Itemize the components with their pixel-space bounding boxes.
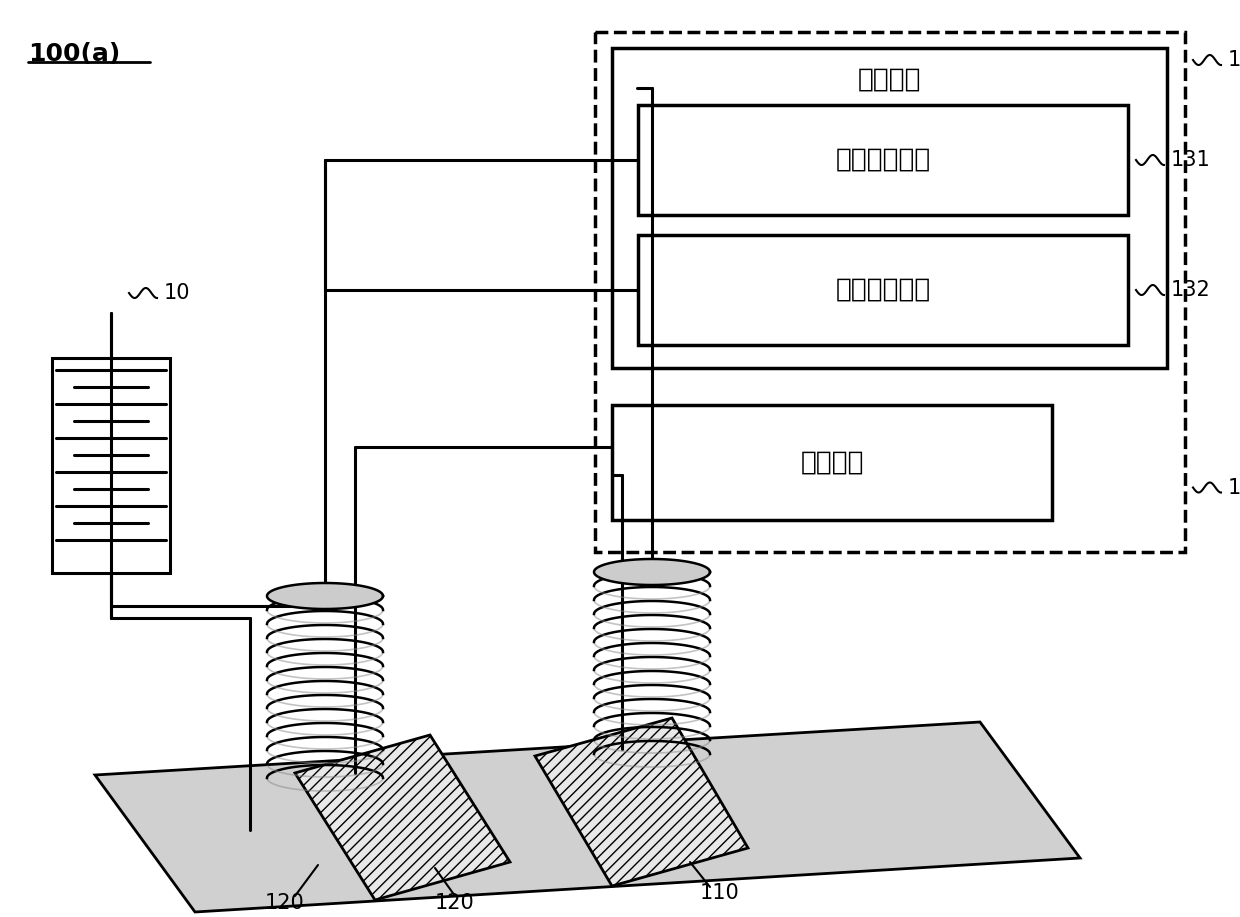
Bar bbox=[52, 358, 170, 573]
Bar bbox=[639, 105, 1128, 215]
Text: 120: 120 bbox=[435, 893, 475, 913]
Text: 110: 110 bbox=[701, 883, 740, 903]
Polygon shape bbox=[267, 583, 383, 609]
Text: 131: 131 bbox=[1171, 150, 1210, 170]
Text: 130: 130 bbox=[1228, 50, 1240, 70]
Text: 测量单元: 测量单元 bbox=[858, 67, 921, 93]
Text: 132: 132 bbox=[1171, 280, 1210, 300]
Polygon shape bbox=[594, 559, 711, 585]
Text: 150: 150 bbox=[1228, 478, 1240, 498]
Polygon shape bbox=[534, 718, 748, 886]
Bar bbox=[613, 405, 1052, 520]
Text: 测量单元: 测量单元 bbox=[800, 449, 864, 476]
Polygon shape bbox=[95, 722, 1080, 912]
Polygon shape bbox=[295, 735, 510, 900]
Text: 120: 120 bbox=[265, 893, 305, 913]
Text: 电压放大单元: 电压放大单元 bbox=[836, 147, 931, 173]
Text: 电流计算单元: 电流计算单元 bbox=[836, 277, 931, 303]
Bar bbox=[613, 48, 1167, 368]
Text: 100(a): 100(a) bbox=[29, 42, 120, 66]
Bar bbox=[639, 235, 1128, 345]
Bar bbox=[595, 32, 1185, 552]
Text: 10: 10 bbox=[164, 283, 191, 303]
